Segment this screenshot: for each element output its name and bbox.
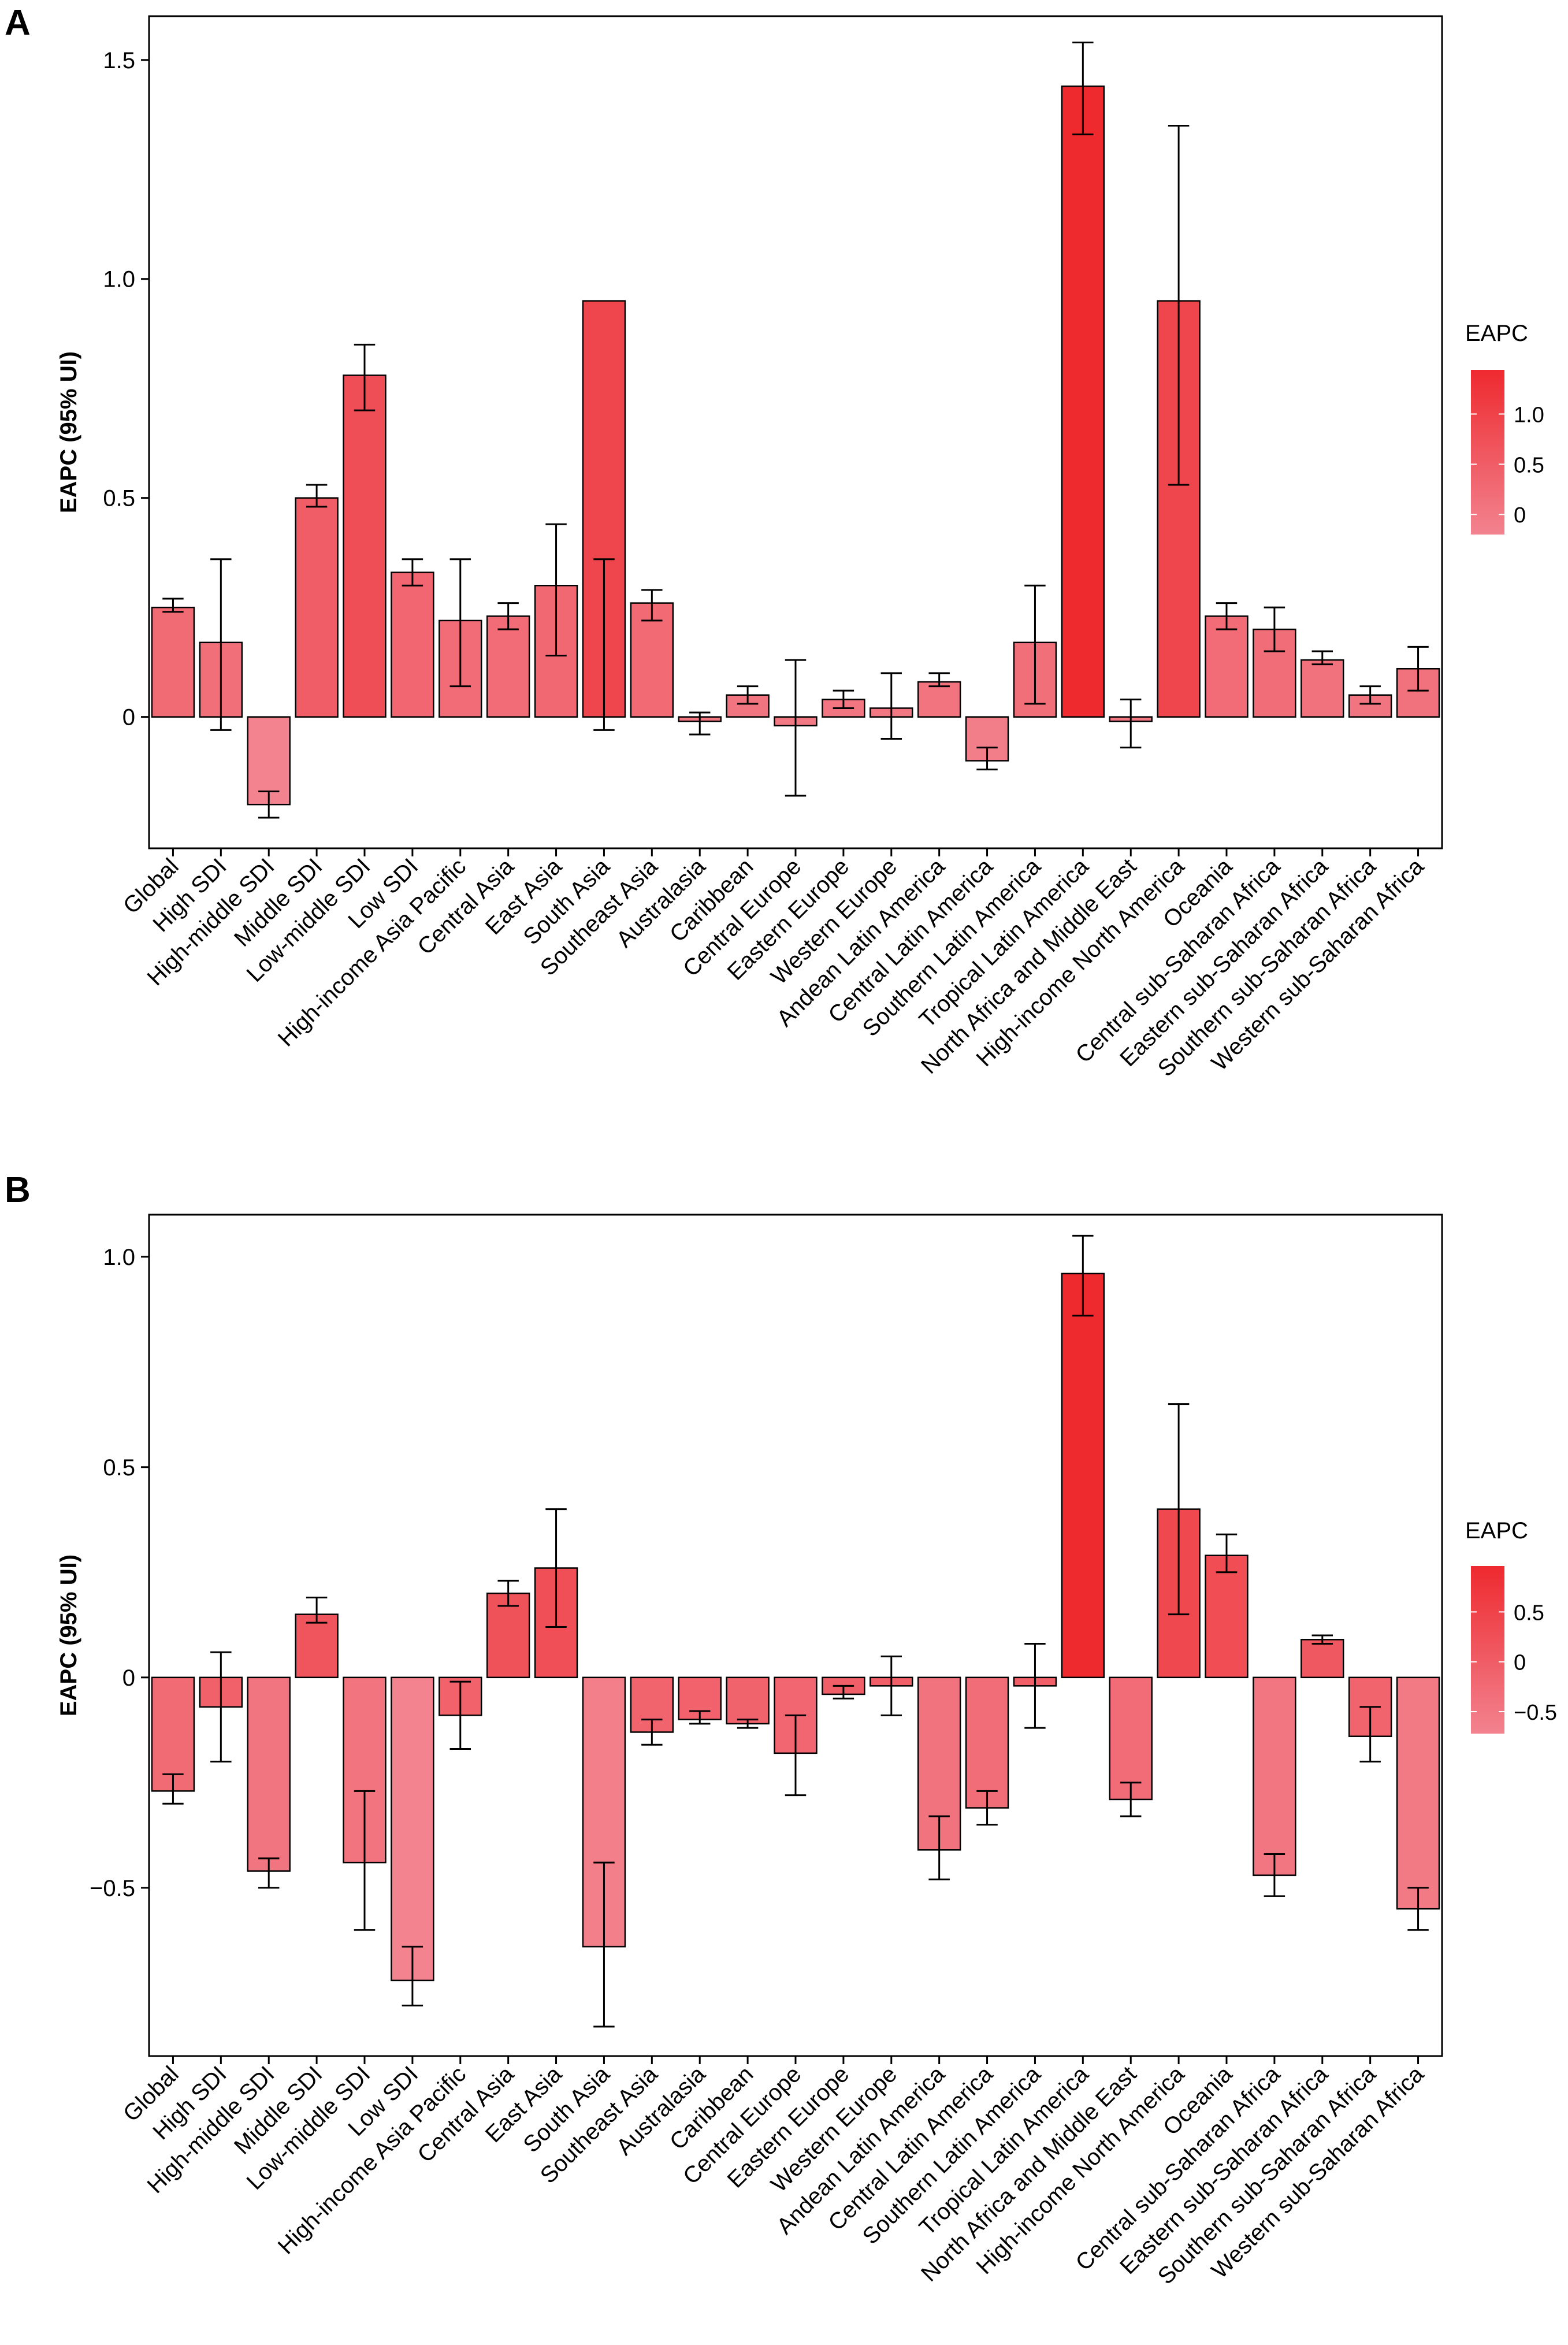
- bar: [343, 374, 387, 718]
- colorbar: [1471, 1566, 1504, 1734]
- y-tick-label: 0.5: [103, 486, 135, 511]
- bar: [1109, 1676, 1153, 1801]
- legend-title: EAPC: [1465, 321, 1528, 346]
- bar: [630, 602, 674, 718]
- bar: [1061, 1272, 1105, 1679]
- bar: [151, 606, 195, 718]
- bar: [1205, 615, 1249, 718]
- bar: [486, 615, 530, 718]
- colorbar: [1471, 370, 1504, 535]
- y-tick-label: −0.5: [90, 1876, 135, 1901]
- y-axis-label: EAPC (95% UI): [56, 1554, 81, 1716]
- colorbar-tick-label: 0: [1514, 1651, 1526, 1675]
- y-tick-label: 1.0: [103, 1245, 135, 1270]
- colorbar-tick-label: −0.5: [1514, 1701, 1557, 1725]
- colorbar-tick-label: 0.5: [1514, 453, 1544, 477]
- y-tick-label: 0.5: [103, 1455, 135, 1481]
- colorbar-tick-label: 0: [1514, 503, 1526, 528]
- bar: [1396, 1676, 1440, 1910]
- bar: [1301, 1639, 1344, 1679]
- y-tick-label: 0: [122, 1665, 135, 1691]
- panel-label: B: [5, 1170, 31, 1210]
- colorbar-tick-label: 0.5: [1514, 1601, 1544, 1625]
- bar: [247, 1676, 291, 1872]
- legend-title: EAPC: [1465, 1518, 1528, 1543]
- bar: [1253, 1676, 1296, 1876]
- panel-label: A: [5, 3, 31, 43]
- bar: [1205, 1554, 1249, 1679]
- y-axis-label: EAPC (95% UI): [56, 351, 81, 513]
- bar: [391, 572, 434, 718]
- bar: [295, 1613, 339, 1679]
- bar: [247, 716, 291, 806]
- y-tick-label: 1.5: [103, 48, 135, 73]
- colorbar-tick-label: 1.0: [1514, 403, 1544, 427]
- bar: [917, 681, 961, 718]
- bar: [295, 497, 339, 718]
- bar: [1061, 86, 1105, 718]
- bar: [1301, 659, 1344, 718]
- bar: [391, 1676, 434, 1982]
- y-tick-label: 0: [122, 705, 135, 730]
- bar: [726, 1676, 770, 1725]
- y-tick-label: 1.0: [103, 267, 135, 292]
- bar: [965, 1676, 1009, 1809]
